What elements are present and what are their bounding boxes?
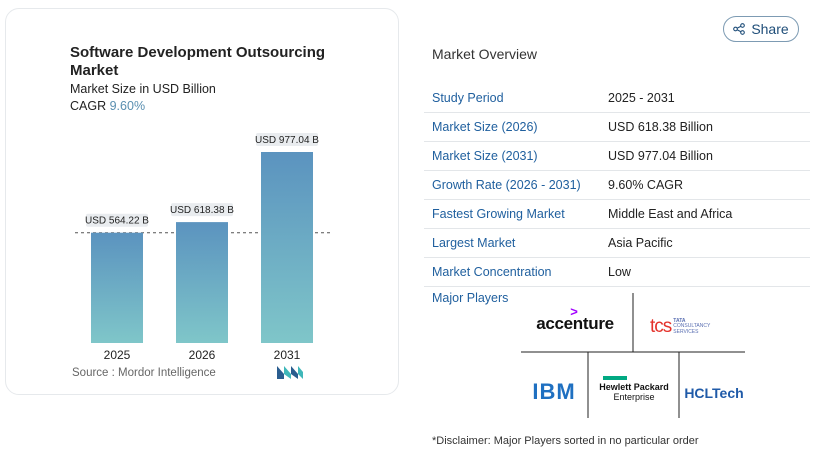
- source-text: Source : Mordor Intelligence: [72, 367, 216, 379]
- cagr-label: CAGR: [70, 99, 107, 113]
- data-label: USD 564.22 B: [85, 216, 149, 227]
- data-label: USD 618.38 B: [170, 205, 234, 216]
- bar-2026: [176, 222, 228, 343]
- share-icon: [733, 23, 746, 35]
- tcs-logo: tcs TATA CONSULTANCY SERVICES: [650, 312, 730, 342]
- tcs-sub-1: TATA: [673, 317, 686, 324]
- overview-row-value: Low: [608, 265, 631, 279]
- share-label: Share: [751, 21, 789, 37]
- accenture-chevron-icon: >: [570, 304, 578, 319]
- x-tick-label: 2025: [104, 348, 131, 362]
- data-label-box: [171, 203, 233, 217]
- data-label-box: [86, 213, 148, 227]
- overview-row-value: 9.60% CAGR: [608, 178, 684, 192]
- hpe-logo-line-2: Enterprise: [613, 392, 655, 402]
- chart-title: Software Development Outsourcing Market: [70, 44, 326, 79]
- overview-row: Market Size (2026) USD 618.38 Billion: [424, 113, 810, 142]
- overview-row-value: Asia Pacific: [608, 236, 673, 250]
- overview-row: Fastest Growing Market Middle East and Af…: [424, 200, 810, 229]
- accenture-logo-text: accenture: [536, 314, 614, 333]
- overview-row-value: USD 618.38 Billion: [608, 120, 713, 134]
- overview-row-key: Market Concentration: [432, 265, 552, 279]
- overview-row-key: Largest Market: [432, 236, 516, 250]
- overview-row: Growth Rate (2026 - 2031) 9.60% CAGR: [424, 171, 810, 200]
- x-tick-label: 2026: [189, 348, 216, 362]
- overview-title: Market Overview: [432, 46, 538, 62]
- data-label-box: [256, 133, 318, 146]
- bar-2025: [91, 232, 143, 343]
- accenture-logo: accenture >: [530, 304, 620, 342]
- overview-row: Market Size (2031) USD 977.04 Billion: [424, 142, 810, 171]
- hpe-bar-icon: [603, 376, 627, 380]
- overview-row-key: Study Period: [432, 91, 504, 105]
- x-tick-label: 2031: [274, 348, 301, 362]
- overview-row-value: Middle East and Africa: [608, 207, 733, 221]
- hcltech-logo: HCLTech: [683, 380, 745, 406]
- disclaimer-text: *Disclaimer: Major Players sorted in no …: [432, 435, 699, 447]
- hcltech-logo-text: HCLTech: [684, 385, 744, 401]
- ibm-logo-text: IBM: [532, 379, 576, 404]
- overview-row: Market Concentration Low: [424, 258, 810, 287]
- data-label: USD 977.04 B: [255, 135, 319, 146]
- tcs-sub-3: SERVICES: [673, 328, 699, 335]
- bar-2031: [261, 152, 313, 343]
- cagr-value: 9.60%: [109, 99, 146, 113]
- overview-row: Largest Market Asia Pacific: [424, 229, 810, 258]
- overview-row: Study Period 2025 - 2031: [424, 84, 810, 113]
- mordor-logo-icon: [275, 364, 305, 385]
- overview-row-value: 2025 - 2031: [608, 91, 675, 105]
- major-players-label: Major Players: [432, 291, 509, 305]
- overview-row-key: Growth Rate (2026 - 2031): [432, 178, 581, 192]
- cagr-line: CAGR 9.60%: [70, 99, 145, 113]
- ibm-logo: IBM: [524, 378, 584, 406]
- hpe-logo-line-1: Hewlett Packard: [599, 382, 669, 392]
- bar-chart: USD 564.22 B 2025 USD 618.38 B 2026 USD 977.…: [75, 133, 330, 362]
- overview-row-value: USD 977.04 Billion: [608, 149, 713, 163]
- tcs-logo-text: tcs: [650, 316, 672, 337]
- share-button[interactable]: Share: [723, 16, 799, 42]
- overview-row-key: Fastest Growing Market: [432, 207, 565, 221]
- chart-subtitle: Market Size in USD Billion: [70, 82, 216, 96]
- overview-table: Study Period 2025 - 2031 Market Size (2026…: [424, 84, 810, 287]
- hpe-logo: Hewlett Packard Enterprise: [592, 372, 676, 406]
- overview-row-key: Market Size (2026): [432, 120, 538, 134]
- overview-row-key: Market Size (2031): [432, 149, 538, 163]
- tcs-sub-2: CONSULTANCY: [673, 323, 711, 330]
